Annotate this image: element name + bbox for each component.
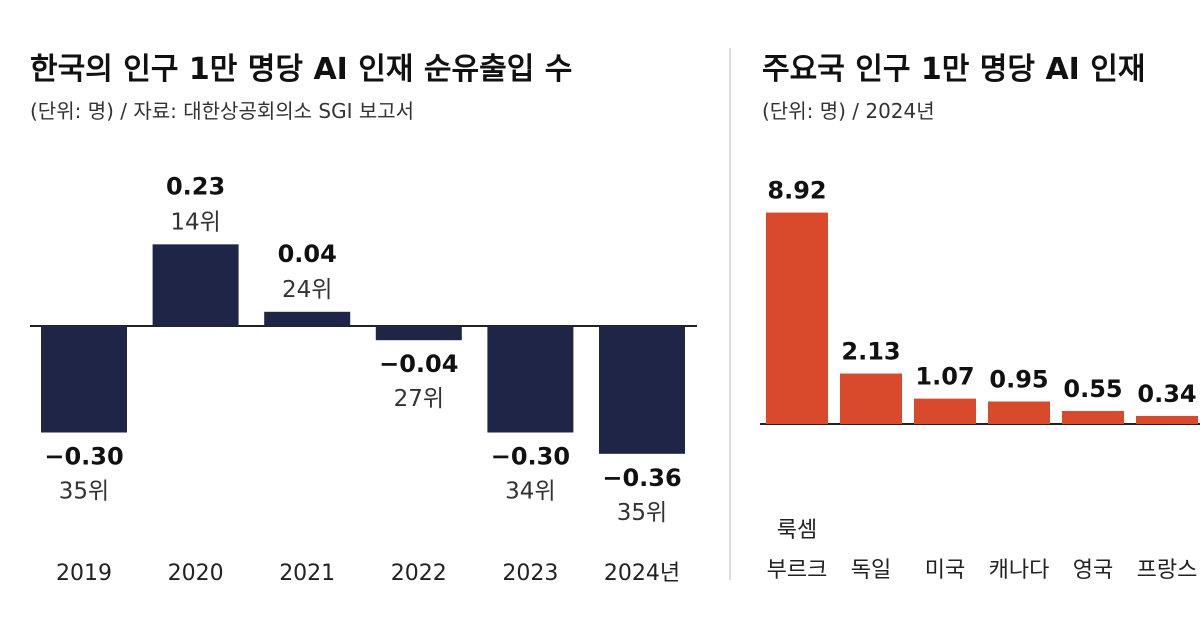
left-bar-2019 <box>41 326 127 433</box>
left-bar-2024년 <box>599 326 685 454</box>
right-value-label: 0.55 <box>1063 375 1122 403</box>
left-value-label: −0.30 <box>491 443 570 471</box>
right-bar <box>988 401 1050 424</box>
left-category-label: 2021 <box>279 561 335 586</box>
left-value-label: 0.23 <box>166 172 225 200</box>
right-bar <box>914 398 976 424</box>
left-value-label: −0.36 <box>602 464 681 492</box>
left-rank-label: 35위 <box>59 479 109 505</box>
right-category-label: 독일 <box>851 558 891 583</box>
right-category-label: 프랑스 <box>1137 558 1198 583</box>
right-chart-subtitle: (단위: 명) / 2024년 <box>762 99 935 123</box>
right-bar <box>1062 410 1124 424</box>
left-value-label: −0.04 <box>379 350 458 378</box>
right-bar <box>840 373 902 424</box>
left-category-label: 2020 <box>168 561 224 586</box>
left-value-label: −0.30 <box>44 443 123 471</box>
left-category-label: 2023 <box>502 561 558 586</box>
right-category-label: 미국 <box>925 558 965 583</box>
right-value-label: 2.13 <box>841 338 900 366</box>
left-bar-2021 <box>264 311 351 326</box>
right-value-label: 1.07 <box>915 363 974 391</box>
right-bar <box>1136 415 1198 424</box>
right-category-label: 룩셈 부르크 <box>767 518 828 583</box>
right-bar <box>766 212 828 424</box>
right-category-label: 캐나다 <box>989 558 1050 583</box>
left-bar-2022 <box>375 326 462 341</box>
left-rank-label: 34위 <box>505 479 555 505</box>
left-chart-subtitle: (단위: 명) / 자료: 대한상공회의소 SGI 보고서 <box>30 99 414 123</box>
left-rank-label: 27위 <box>394 386 444 412</box>
left-category-label: 2022 <box>391 561 447 586</box>
left-value-label: 0.04 <box>278 240 337 268</box>
left-rank-label: 14위 <box>170 209 220 235</box>
right-value-label: 8.92 <box>767 177 826 205</box>
left-bar-2020 <box>152 244 239 326</box>
left-chart-bars: −0.30 35위 2019 0.23 14위 2020 0.04 24위 2021 −0.04 2… <box>30 172 697 586</box>
left-chart-title: 한국의 인구 1만 명당 AI 인재 순유출입 수 <box>30 52 572 87</box>
right-value-label: 0.95 <box>989 365 1048 393</box>
left-rank-label: 35위 <box>617 500 667 526</box>
right-value-label: 0.34 <box>1137 380 1196 408</box>
right-chart-bars: 8.92 룩셈 부르크 2.13 독일 1.07 미국 0.95 캐나다 0.55 영국 0.34 프랑… <box>760 177 1200 583</box>
left-category-label: 2024년 <box>604 561 680 586</box>
right-category-label: 영국 <box>1073 558 1113 583</box>
left-rank-label: 24위 <box>282 277 332 303</box>
right-chart-title: 주요국 인구 1만 명당 AI 인재 <box>762 52 1145 87</box>
left-bar-2023 <box>487 326 574 433</box>
left-category-label: 2019 <box>56 561 112 586</box>
